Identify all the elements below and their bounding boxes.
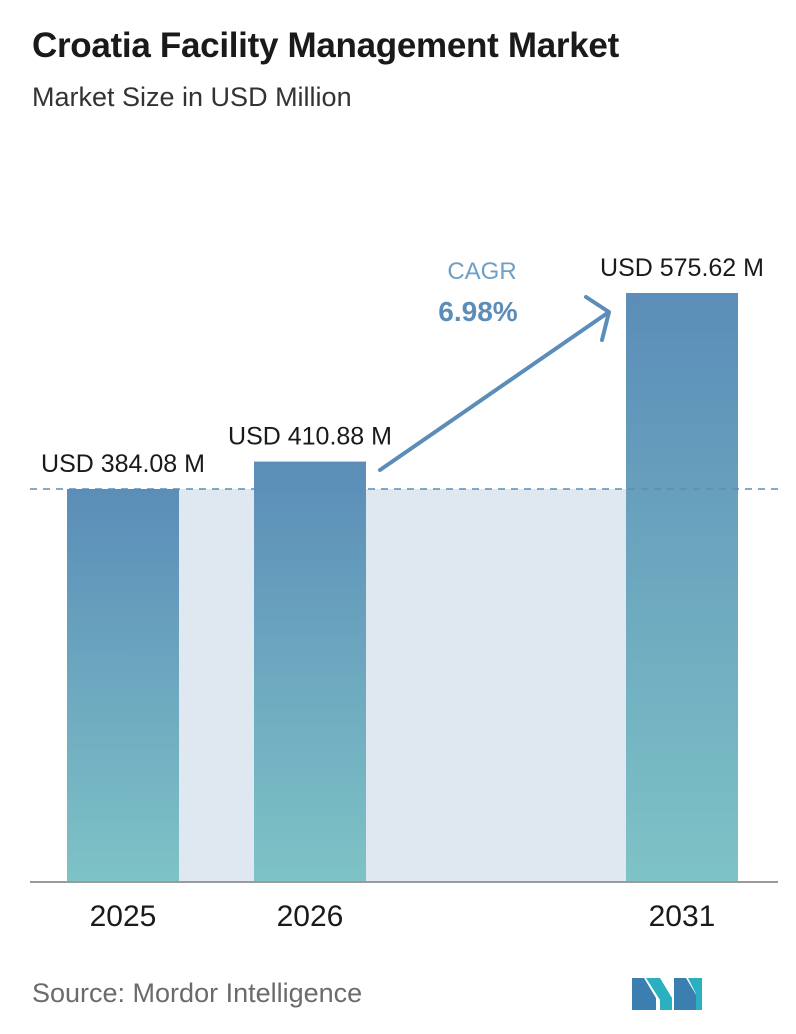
x-tick-label-2025: 2025 (90, 900, 157, 933)
shaded-gap-region (179, 488, 254, 882)
value-label-2026: USD 410.88 M (228, 423, 392, 451)
chart-subtitle: Market Size in USD Million (32, 82, 352, 112)
bar-2026 (254, 461, 366, 882)
bar-2031 (626, 293, 738, 882)
mordor-intelligence-logo-icon (632, 978, 702, 1010)
cagr-value: 6.98% (438, 296, 517, 327)
bar-chart: USD 384.08 M 2025 USD 410.88 M 2026 USD 575.… (30, 254, 778, 933)
shaded-gap-region (366, 488, 626, 882)
value-label-2025: USD 384.08 M (41, 450, 205, 478)
source-text: Source: Mordor Intelligence (32, 978, 363, 1008)
bar-2025 (67, 488, 179, 882)
value-label-2031: USD 575.62 M (600, 254, 764, 282)
x-tick-label-2026: 2026 (277, 900, 344, 933)
cagr-arrow (378, 295, 611, 472)
chart-title: Croatia Facility Management Market (32, 26, 619, 65)
cagr-label: CAGR (447, 258, 516, 285)
x-tick-label-2031: 2031 (649, 900, 716, 933)
